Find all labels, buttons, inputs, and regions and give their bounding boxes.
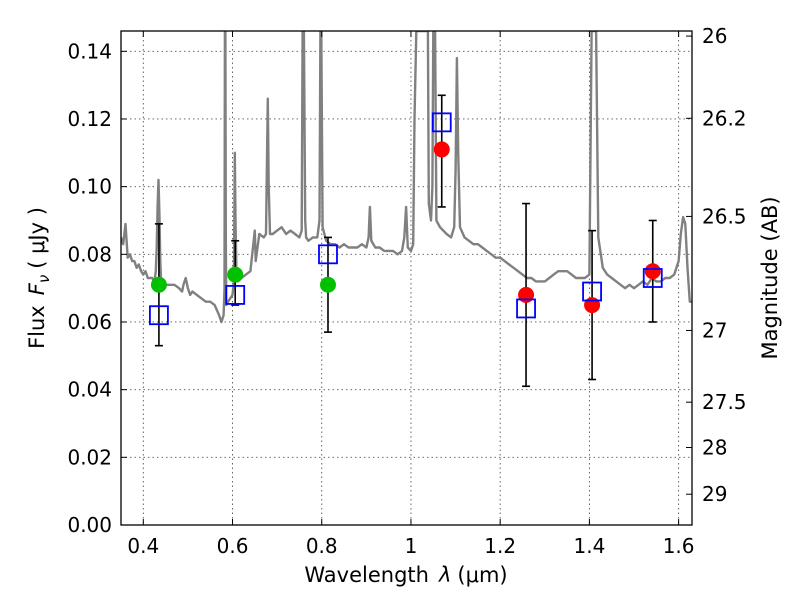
y-axis-title-prefix: Flux (25, 305, 49, 349)
green-point-0 (150, 276, 167, 293)
y-axis-title-symbol: F (25, 282, 49, 295)
y-tick-label-3: 0.06 (67, 310, 112, 334)
y-tick-label-2: 0.04 (67, 378, 112, 402)
y-tick-label-7: 0.14 (67, 39, 112, 63)
x-axis-ticks: 0.4 0.6 0.8 1 1.2 1.4 1.6 (127, 31, 695, 558)
y2-axis-title: Magnitude (AB) (758, 196, 782, 359)
y-tick-label-1: 0.02 (67, 445, 112, 469)
observed-green-points (150, 266, 336, 293)
y2-tick-label-5: 28 (702, 436, 727, 460)
y2-axis-ticks: 26 26.2 26.5 27 27.5 28 29 (686, 24, 747, 506)
x-axis-title: Wavelength λ (μm) (304, 563, 507, 587)
plot-frame (120, 30, 693, 526)
x-axis-title-unit: (μm) (457, 563, 507, 587)
y-axis-title: Flux Fν ( μJy ) (25, 207, 53, 349)
y-axis-title-unit: ( μJy ) (25, 207, 49, 269)
y2-tick-label-1: 26.2 (702, 106, 747, 130)
y-tick-label-5: 0.10 (67, 175, 112, 199)
model-box-1 (225, 285, 246, 305)
model-box-4 (516, 298, 536, 319)
x-tick-label-6: 1.6 (663, 534, 695, 558)
x-tick-label-3: 1 (405, 534, 418, 558)
red-point-3 (644, 263, 661, 280)
y2-tick-label-0: 26 (702, 24, 727, 48)
x-axis-title-prefix: Wavelength (304, 563, 429, 587)
x-axis-title-symbol: λ (438, 563, 451, 587)
y2-tick-label-3: 27 (702, 318, 727, 342)
green-point-2 (319, 276, 336, 293)
y-tick-label-0: 0.00 (67, 513, 112, 537)
y-axis-title-subscript: ν (35, 275, 53, 283)
model-box-5 (582, 281, 602, 302)
y-tick-label-4: 0.08 (67, 242, 112, 266)
y2-tick-label-4: 27.5 (702, 390, 747, 414)
model-box-0 (149, 305, 169, 326)
red-point-2 (584, 297, 601, 314)
x-tick-label-0: 0.4 (127, 534, 159, 558)
model-box-3 (431, 112, 452, 133)
model-box-2 (318, 244, 338, 265)
y-axis-ticks: 0.00 0.02 0.04 0.06 0.08 0.10 0.12 0.14 (67, 39, 127, 537)
red-point-1 (518, 286, 535, 303)
red-point-0 (433, 141, 450, 158)
green-point-1 (227, 266, 244, 283)
y2-tick-label-2: 26.5 (702, 204, 747, 228)
x-tick-label-1: 0.6 (217, 534, 249, 558)
x-tick-label-4: 1.2 (484, 534, 516, 558)
model-box-6 (642, 268, 663, 288)
sed-model-line (121, 31, 692, 324)
y-tick-label-6: 0.12 (67, 107, 112, 131)
x-tick-label-5: 1.4 (573, 534, 605, 558)
model-flux-boxes (149, 112, 663, 326)
y2-tick-label-6: 29 (702, 482, 727, 506)
x-tick-label-2: 0.8 (306, 534, 338, 558)
